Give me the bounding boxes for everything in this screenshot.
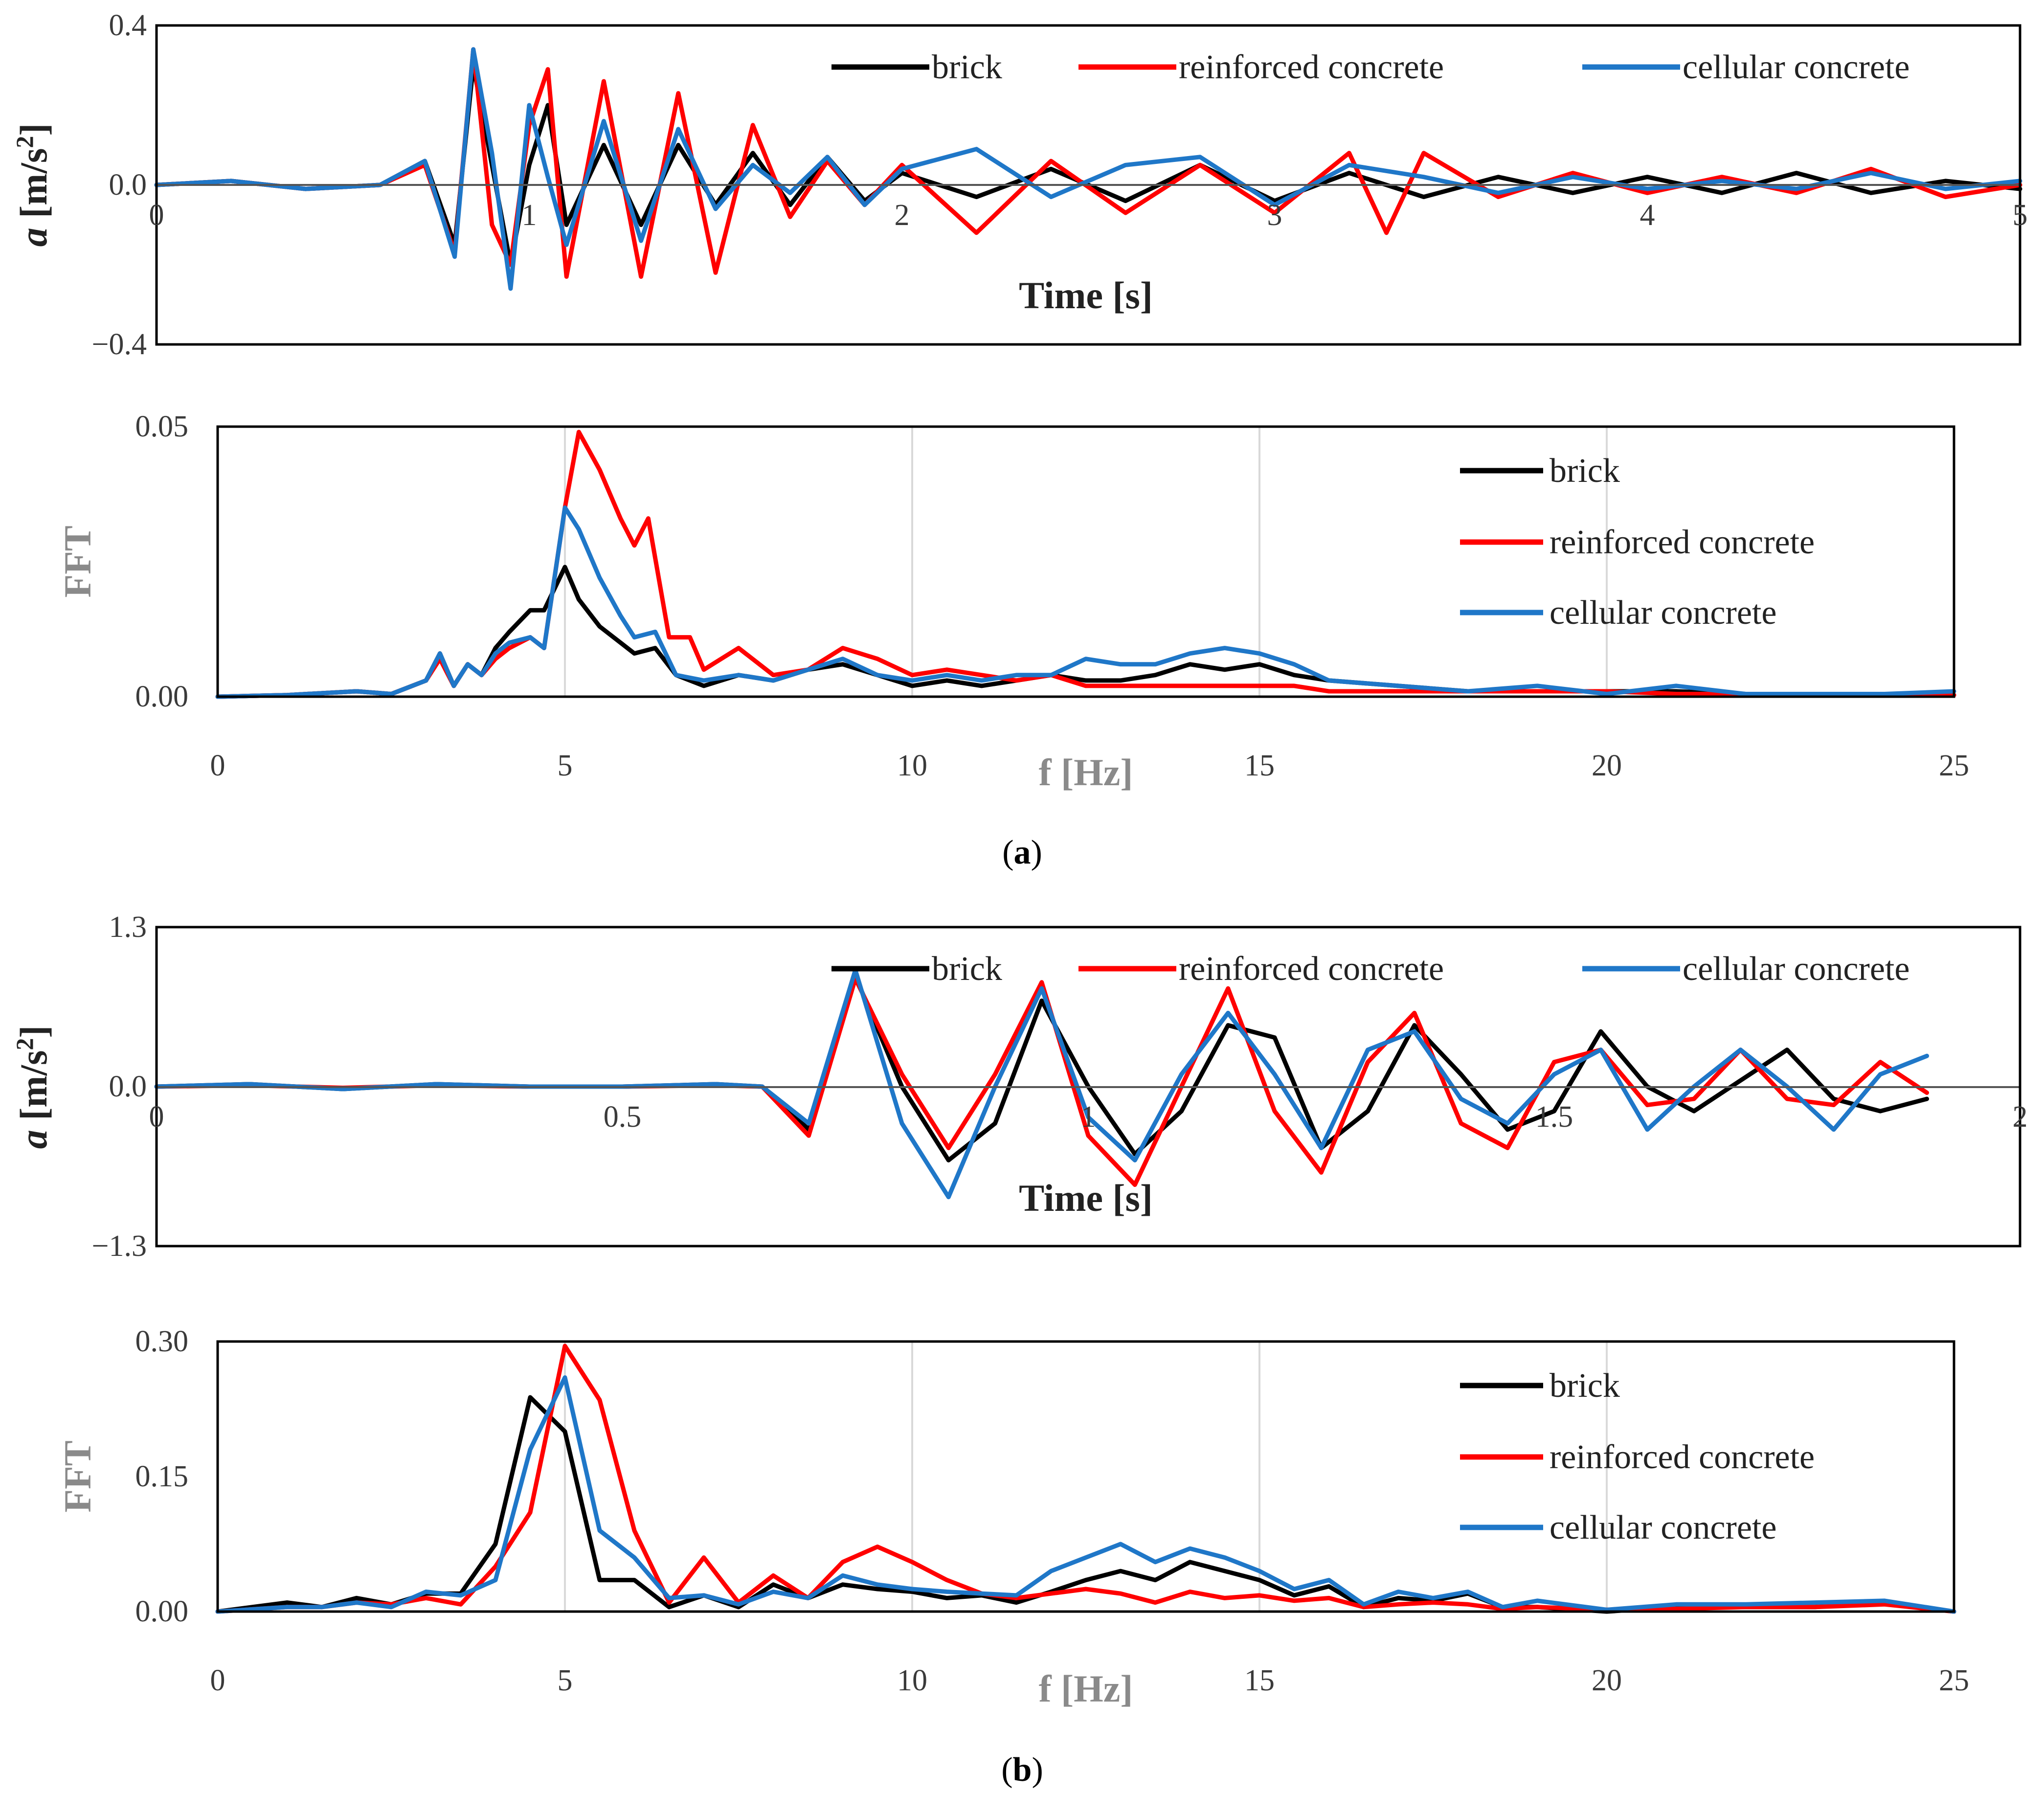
legend: brick reinforced concrete cellular concr… (831, 48, 1909, 86)
x-tick-label: 0 (210, 749, 225, 782)
legend: brick reinforced concrete cellular concr… (831, 950, 1909, 988)
chart-a-fft: 0.05 0.00 0 5 10 15 20 25 f [Hz] FFT brick rei… (56, 410, 1969, 794)
y-tick-label: −0.4 (92, 328, 147, 361)
x-tick-label: 5 (558, 1664, 573, 1697)
y-tick-label: 0.00 (135, 680, 189, 713)
legend-label-cellular-concrete: cellular concrete (1550, 1509, 1776, 1546)
caption-a-close: ) (1031, 834, 1042, 871)
legend: brick reinforced concrete cellular concr… (1460, 1367, 1815, 1546)
series-line-cellular-concrete (154, 47, 2022, 291)
caption-a-open: ( (1002, 834, 1013, 871)
plot-frame (216, 1340, 1955, 1613)
series-line-cellular-concrete (154, 968, 1929, 1200)
legend-label-brick: brick (1550, 452, 1620, 490)
y-tick-label: 0.05 (135, 410, 189, 443)
y-axis-title: a [m/s2] (11, 123, 55, 247)
plot-frame (155, 926, 2022, 1248)
chart-b-time-history: 1.30.0−1.3 0 0.5 1 1.5 2 Time [s] a [m/s2] b… (11, 910, 2028, 1263)
legend-label-brick: brick (932, 48, 1002, 86)
y-axis-symbol: a (12, 1130, 55, 1149)
y-axis-symbol: a (12, 227, 55, 247)
x-tick-label: 2 (2013, 1100, 2028, 1134)
plot-frame (216, 425, 1955, 698)
x-tick-label: 20 (1592, 749, 1622, 782)
legend-label-cellular-concrete: cellular concrete (1683, 48, 1909, 86)
y-tick-label: 0.0 (109, 1070, 147, 1103)
legend-label-brick: brick (932, 950, 1002, 988)
y-axis-unit-exponent: 2 (11, 136, 38, 148)
series-line-brick (215, 565, 1956, 699)
x-tick-label: 0 (149, 1100, 164, 1134)
x-tick-label: 1 (522, 199, 537, 232)
x-axis-title: Time [s] (1019, 274, 1153, 317)
y-tick-label: −1.3 (92, 1229, 147, 1263)
series-line-brick (215, 1395, 1956, 1614)
x-tick-label: 1.5 (1535, 1100, 1573, 1134)
plot-frame (155, 24, 2022, 346)
caption-a-letter: a (1014, 834, 1031, 871)
legend-label-cellular-concrete: cellular concrete (1550, 594, 1776, 632)
caption-b-close: ) (1032, 1751, 1043, 1789)
y-tick-label: 0.30 (135, 1325, 189, 1358)
legend-label-reinforced-concrete: reinforced concrete (1179, 48, 1444, 86)
caption-a: (a) (1002, 834, 1042, 871)
x-tick-label: 5 (558, 749, 573, 782)
x-tick-label: 0.5 (604, 1100, 642, 1134)
x-tick-label: 5 (2013, 199, 2028, 232)
x-tick-label: 25 (1939, 1664, 1969, 1697)
y-axis-title: FFT (56, 1440, 99, 1512)
x-tick-label: 0 (210, 1664, 225, 1697)
y-axis-title: a [m/s2] (11, 1025, 55, 1149)
legend-label-reinforced-concrete: reinforced concrete (1550, 1438, 1815, 1476)
series-line-brick (154, 974, 1929, 1162)
x-tick-label: 20 (1592, 1664, 1622, 1697)
series-line-brick (154, 63, 2022, 267)
y-axis-title: FFT (56, 525, 99, 597)
legend: brick reinforced concrete cellular concr… (1460, 452, 1815, 632)
caption-b-letter: b (1013, 1751, 1032, 1789)
y-axis-unit: [m/s (12, 148, 55, 227)
legend-label-brick: brick (1550, 1367, 1620, 1405)
y-axis-unit-close: ] (12, 123, 55, 136)
series-line-cellular-concrete (215, 505, 1956, 699)
x-tick-label: 1 (1081, 1100, 1096, 1134)
legend-label-reinforced-concrete: reinforced concrete (1550, 523, 1815, 561)
x-tick-label: 25 (1939, 749, 1969, 782)
x-axis-title: f [Hz] (1039, 751, 1133, 794)
chart-b-fft: 0.30 0.15 0.00 0 5 10 15 20 25 f [Hz] FFT brick… (56, 1325, 1969, 1710)
y-axis-unit: [m/s (12, 1050, 55, 1130)
y-tick-label: 1.3 (109, 910, 147, 944)
caption-b-open: ( (1001, 1751, 1012, 1789)
x-tick-label: 15 (1244, 1664, 1275, 1697)
x-tick-label: 10 (897, 749, 927, 782)
x-axis-title: Time [s] (1019, 1177, 1153, 1219)
x-tick-label: 2 (895, 199, 910, 232)
legend-label-reinforced-concrete: reinforced concrete (1179, 950, 1444, 988)
x-tick-label: 3 (1267, 199, 1282, 232)
x-axis-title: f [Hz] (1039, 1667, 1133, 1710)
x-tick-label: 15 (1244, 749, 1275, 782)
series-line-cellular-concrete (215, 1375, 1956, 1614)
x-tick-label: 10 (897, 1664, 927, 1697)
y-tick-label: 0.0 (109, 168, 147, 202)
y-axis-unit-close: ] (12, 1025, 55, 1038)
legend-label-cellular-concrete: cellular concrete (1683, 950, 1909, 988)
y-tick-label: 0.00 (135, 1595, 189, 1628)
x-tick-label: 0 (149, 199, 164, 232)
caption-b: (b) (1001, 1751, 1043, 1789)
x-tick-label: 4 (1640, 199, 1655, 232)
y-axis-unit-exponent: 2 (11, 1038, 38, 1050)
y-tick-label: 0.15 (135, 1460, 189, 1493)
y-tick-label: 0.4 (109, 9, 147, 42)
series-line-reinforced-concrete (154, 976, 1929, 1187)
